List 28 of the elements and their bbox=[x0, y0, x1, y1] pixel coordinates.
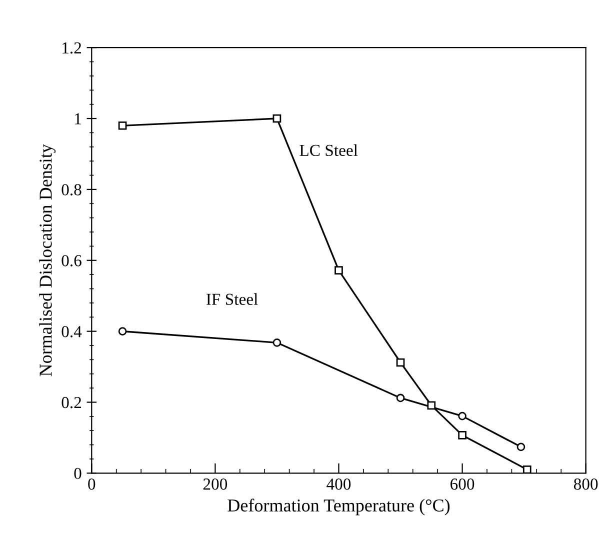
y-tick-label: 0 bbox=[74, 468, 82, 480]
series-label: IF Steel bbox=[206, 293, 258, 305]
point bbox=[396, 358, 405, 367]
point bbox=[522, 465, 532, 474]
y-tick-label: 0.2 bbox=[62, 396, 82, 408]
y-tick-label: 1 bbox=[75, 113, 81, 124]
point bbox=[118, 121, 127, 130]
x-tick-label: 0 bbox=[88, 478, 96, 490]
point bbox=[458, 412, 466, 420]
x-tick-label: 600 bbox=[450, 478, 474, 490]
point bbox=[334, 266, 343, 274]
point bbox=[396, 394, 405, 402]
y-tick-label: 0.4 bbox=[62, 326, 82, 338]
point bbox=[516, 442, 526, 452]
y-axis-title: Normalised Dislocation Density bbox=[39, 144, 56, 376]
point bbox=[272, 114, 282, 123]
y-tick-label: 0.6 bbox=[62, 255, 82, 266]
point bbox=[427, 401, 436, 410]
x-axis-title: Deformation Temperature (°C) bbox=[228, 498, 450, 516]
point bbox=[118, 327, 127, 336]
y-tick-label: 0.8 bbox=[62, 184, 82, 196]
point bbox=[272, 338, 282, 347]
x-tick-label: 200 bbox=[203, 478, 228, 490]
y-tick-label: 1.2 bbox=[62, 42, 82, 54]
series-label: LC Steel bbox=[300, 144, 358, 156]
point bbox=[458, 431, 466, 440]
x-tick-label: 400 bbox=[326, 478, 351, 490]
x-tick-label: 800 bbox=[574, 478, 598, 490]
